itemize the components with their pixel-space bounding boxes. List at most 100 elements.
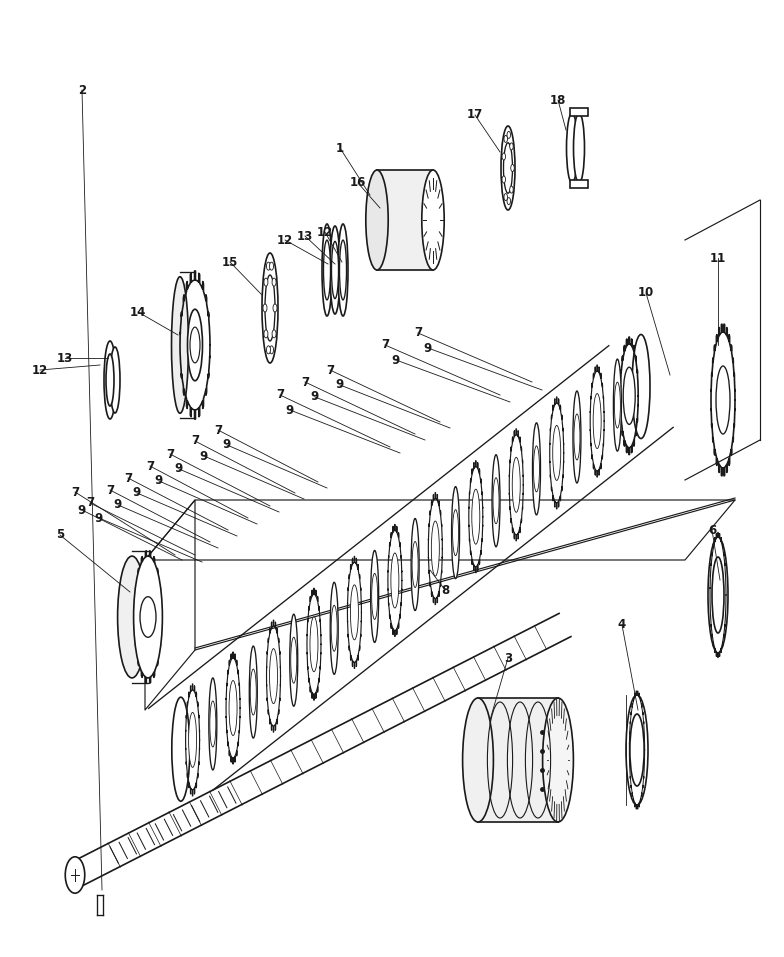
- Ellipse shape: [133, 556, 162, 678]
- Polygon shape: [377, 170, 433, 270]
- Ellipse shape: [339, 240, 347, 300]
- Ellipse shape: [372, 573, 378, 619]
- Ellipse shape: [510, 165, 514, 171]
- Text: 9: 9: [78, 503, 86, 517]
- Text: 5: 5: [56, 528, 64, 542]
- Text: 1: 1: [336, 142, 344, 154]
- Ellipse shape: [472, 489, 480, 545]
- Ellipse shape: [229, 680, 237, 736]
- Ellipse shape: [263, 304, 267, 312]
- Ellipse shape: [104, 341, 116, 419]
- Ellipse shape: [431, 521, 439, 576]
- Ellipse shape: [250, 669, 256, 715]
- Ellipse shape: [110, 347, 120, 413]
- Text: 9: 9: [424, 342, 432, 354]
- Ellipse shape: [411, 519, 419, 611]
- Text: 7: 7: [301, 375, 309, 389]
- Ellipse shape: [626, 695, 648, 805]
- Text: 9: 9: [311, 390, 319, 404]
- Ellipse shape: [501, 126, 515, 210]
- Ellipse shape: [330, 582, 338, 675]
- Text: 7: 7: [381, 339, 389, 351]
- Ellipse shape: [463, 698, 493, 822]
- Ellipse shape: [265, 275, 275, 341]
- Ellipse shape: [632, 335, 650, 438]
- Ellipse shape: [412, 542, 418, 588]
- Ellipse shape: [504, 193, 507, 201]
- Ellipse shape: [708, 537, 728, 653]
- Ellipse shape: [118, 556, 147, 678]
- Ellipse shape: [272, 278, 276, 286]
- Text: 9: 9: [286, 404, 294, 416]
- Ellipse shape: [630, 714, 644, 786]
- Ellipse shape: [270, 345, 274, 354]
- Text: 4: 4: [618, 618, 626, 632]
- Text: 9: 9: [114, 499, 122, 511]
- Ellipse shape: [264, 330, 268, 338]
- Ellipse shape: [366, 170, 388, 270]
- Ellipse shape: [422, 170, 445, 270]
- Text: 9: 9: [175, 462, 183, 476]
- Text: 7: 7: [124, 472, 132, 484]
- Polygon shape: [69, 613, 571, 886]
- Ellipse shape: [504, 135, 507, 143]
- Text: 10: 10: [638, 286, 654, 300]
- Text: 7: 7: [71, 485, 79, 499]
- Text: 11: 11: [710, 252, 726, 264]
- Bar: [570, 180, 588, 188]
- Text: 9: 9: [336, 379, 344, 391]
- Ellipse shape: [502, 176, 506, 183]
- Ellipse shape: [452, 487, 459, 579]
- Ellipse shape: [493, 478, 499, 523]
- Ellipse shape: [324, 240, 331, 300]
- Ellipse shape: [507, 131, 510, 139]
- Ellipse shape: [553, 426, 561, 480]
- Text: 7: 7: [414, 326, 422, 340]
- Ellipse shape: [267, 345, 270, 354]
- Text: 9: 9: [132, 486, 141, 500]
- Text: 3: 3: [504, 652, 512, 664]
- Ellipse shape: [574, 113, 585, 183]
- Text: 7: 7: [214, 424, 222, 436]
- Ellipse shape: [452, 510, 459, 556]
- Ellipse shape: [291, 637, 296, 683]
- Text: 9: 9: [200, 450, 208, 462]
- Ellipse shape: [270, 262, 274, 270]
- Text: 7: 7: [276, 389, 284, 402]
- Ellipse shape: [371, 550, 379, 642]
- Text: 7: 7: [146, 459, 154, 473]
- Ellipse shape: [510, 143, 514, 150]
- Ellipse shape: [272, 330, 276, 338]
- Text: 17: 17: [467, 108, 483, 122]
- Text: 7: 7: [86, 497, 94, 509]
- Text: 13: 13: [57, 351, 73, 365]
- Ellipse shape: [716, 366, 730, 434]
- Ellipse shape: [249, 646, 257, 738]
- Text: 7: 7: [106, 483, 114, 497]
- Ellipse shape: [350, 585, 358, 640]
- Ellipse shape: [712, 557, 724, 633]
- Text: 9: 9: [95, 511, 103, 524]
- Ellipse shape: [543, 698, 573, 822]
- Text: 15: 15: [222, 256, 238, 269]
- Ellipse shape: [623, 367, 635, 424]
- Ellipse shape: [209, 678, 217, 770]
- Text: 12: 12: [277, 234, 293, 247]
- Ellipse shape: [332, 241, 339, 299]
- Text: 13: 13: [297, 230, 313, 242]
- Ellipse shape: [391, 553, 399, 608]
- Text: 9: 9: [392, 353, 400, 367]
- Text: 12: 12: [32, 364, 48, 376]
- Ellipse shape: [613, 359, 622, 451]
- Text: 7: 7: [326, 364, 334, 376]
- Text: 2: 2: [78, 83, 86, 97]
- Ellipse shape: [190, 327, 200, 363]
- Ellipse shape: [65, 857, 85, 893]
- Bar: [570, 108, 588, 116]
- Text: 7: 7: [191, 434, 199, 448]
- Text: 7: 7: [166, 448, 174, 460]
- Text: 6: 6: [708, 523, 716, 537]
- Text: 16: 16: [350, 176, 366, 189]
- Ellipse shape: [331, 605, 337, 652]
- Ellipse shape: [533, 446, 539, 492]
